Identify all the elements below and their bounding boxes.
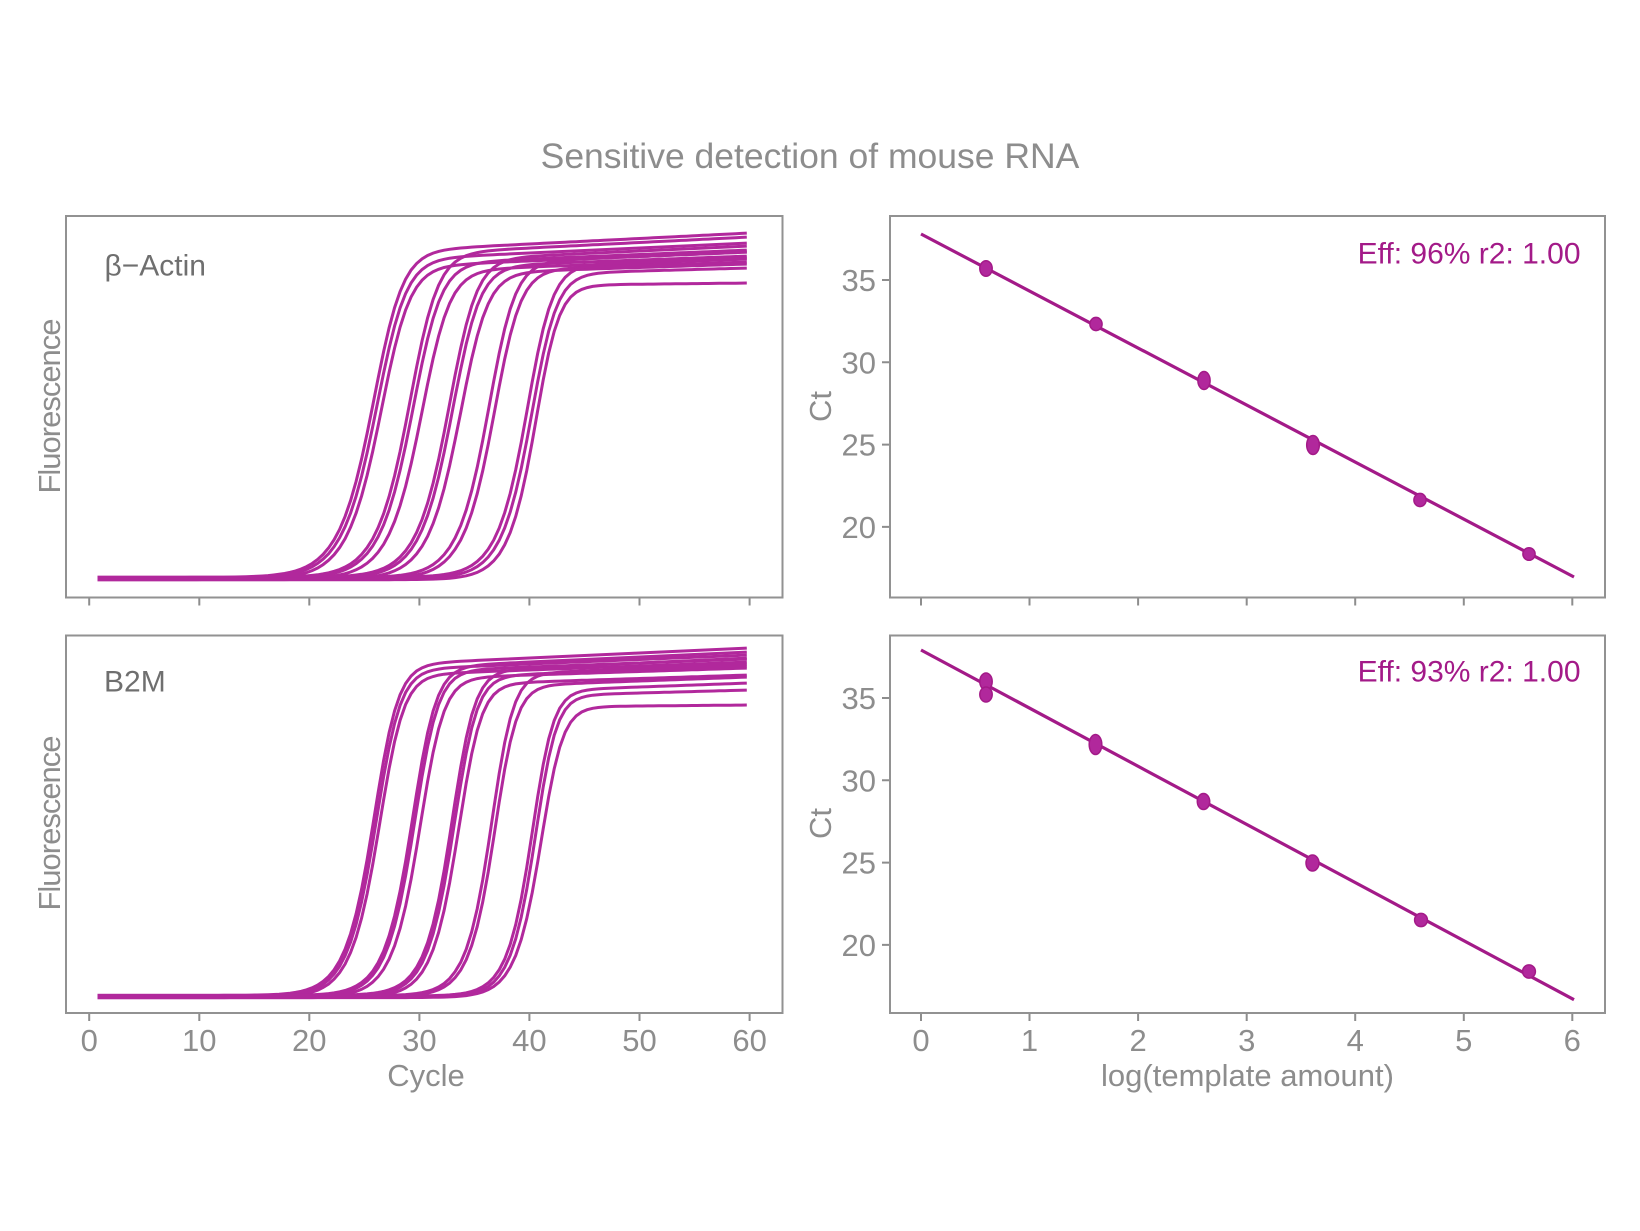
svg-text:4: 4 [1347,1023,1364,1058]
svg-text:Ct: Ct [803,808,838,839]
svg-text:2: 2 [1129,1023,1146,1058]
svg-text:50: 50 [622,1023,656,1058]
svg-text:Fluorescence: Fluorescence [32,736,67,910]
svg-text:B2M: B2M [104,666,166,699]
svg-text:35: 35 [842,263,876,298]
svg-text:35: 35 [842,681,876,716]
svg-text:0: 0 [912,1023,929,1058]
svg-text:20: 20 [292,1023,326,1058]
svg-text:30: 30 [402,1023,436,1058]
svg-text:30: 30 [842,345,876,380]
svg-text:β−Actin: β−Actin [105,250,206,283]
svg-text:30: 30 [842,763,876,798]
svg-text:Ct: Ct [803,391,838,422]
svg-text:5: 5 [1455,1023,1472,1058]
svg-text:Fluorescence: Fluorescence [32,319,67,493]
svg-text:0: 0 [81,1023,98,1058]
svg-text:Eff: 96% r2: 1.00: Eff: 96% r2: 1.00 [1358,238,1581,271]
svg-text:10: 10 [182,1023,216,1058]
svg-text:1: 1 [1021,1023,1038,1058]
svg-text:3: 3 [1238,1023,1255,1058]
svg-text:Sensitive detection of mouse R: Sensitive detection of mouse RNA [541,136,1080,176]
svg-text:log(template amount): log(template amount) [1101,1058,1394,1093]
svg-text:6: 6 [1564,1023,1581,1058]
svg-text:20: 20 [842,928,876,963]
svg-text:Cycle: Cycle [387,1058,465,1093]
svg-text:40: 40 [512,1023,546,1058]
svg-text:20: 20 [842,510,876,545]
svg-text:25: 25 [842,428,876,463]
svg-text:60: 60 [732,1023,766,1058]
svg-text:25: 25 [842,846,876,881]
svg-text:Eff: 93% r2: 1.00: Eff: 93% r2: 1.00 [1358,656,1581,689]
